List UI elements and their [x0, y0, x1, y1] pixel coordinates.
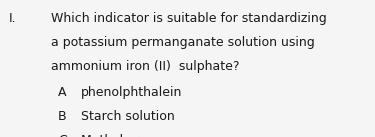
Text: B: B [58, 110, 67, 123]
Text: A: A [58, 86, 67, 99]
Text: ammonium iron (II)  sulphate?: ammonium iron (II) sulphate? [51, 60, 239, 73]
Text: C: C [58, 134, 67, 137]
Text: Methyl orange: Methyl orange [81, 134, 171, 137]
Text: a potassium permanganate solution using: a potassium permanganate solution using [51, 36, 314, 49]
Text: I.: I. [8, 12, 16, 25]
Text: phenolphthalein: phenolphthalein [81, 86, 182, 99]
Text: Starch solution: Starch solution [81, 110, 174, 123]
Text: Which indicator is suitable for standardizing: Which indicator is suitable for standard… [51, 12, 326, 25]
